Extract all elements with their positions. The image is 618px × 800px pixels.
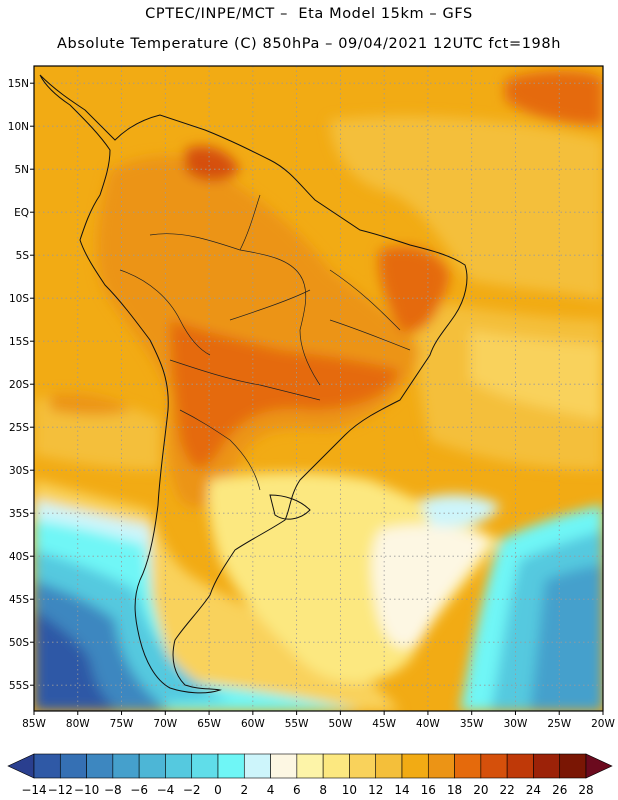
- lon-tick-label: 80W: [66, 718, 90, 730]
- colorbar-label: 12: [368, 783, 383, 797]
- colorbar-label: −8: [104, 783, 122, 797]
- map-subtitle: Absolute Temperature (C) 850hPa – 09/04/…: [57, 36, 561, 52]
- colorbar-label: 6: [293, 783, 301, 797]
- colorbar-swatch: [7, 753, 35, 779]
- lon-tick-label: 30W: [504, 718, 528, 730]
- lon-tick-label: 60W: [241, 718, 265, 730]
- colorbar-swatch: [480, 753, 508, 779]
- colorbar-label: 22: [500, 783, 515, 797]
- lat-tick-label: 45S: [9, 594, 29, 606]
- colorbar-label: 18: [447, 783, 462, 797]
- colorbar-label: −10: [74, 783, 99, 797]
- colorbar-swatch: [401, 753, 429, 779]
- colorbar-swatch: [217, 753, 245, 779]
- colorbar-label: 2: [240, 783, 248, 797]
- colorbar-label: 8: [319, 783, 327, 797]
- colorbar-label: 10: [342, 783, 357, 797]
- colorbar-swatch: [112, 753, 140, 779]
- colorbar-swatch: [427, 753, 455, 779]
- lon-tick-label: 45W: [372, 718, 396, 730]
- colorbar-label: 0: [214, 783, 222, 797]
- colorbar-label: 16: [421, 783, 436, 797]
- colorbar-swatch: [165, 753, 193, 779]
- colorbar-swatch: [296, 753, 324, 779]
- lat-tick-label: 10N: [8, 121, 29, 133]
- colorbar-label: 14: [394, 783, 409, 797]
- temperature-field: [34, 66, 603, 711]
- lat-tick-label: 50S: [9, 637, 29, 649]
- colorbar-label: −12: [48, 783, 73, 797]
- lat-tick-label: 5S: [16, 250, 30, 262]
- latitude-tick-labels: 15N 10N 5N EQ 5S 10S 15S 20S 25S 30S 35S 40S 45S 50S 5…: [8, 78, 34, 692]
- longitude-tick-labels: 85W 80W 75W 70W 65W 60W 55W 50W 45W 40W 35W 30W 25W 2…: [22, 711, 615, 730]
- colorbar-label: −14: [21, 783, 46, 797]
- colorbar-swatch: [506, 753, 534, 779]
- lat-tick-label: 35S: [9, 508, 29, 520]
- colorbar-swatch: [375, 753, 403, 779]
- colorbar-swatch: [243, 753, 271, 779]
- lat-tick-label: EQ: [14, 207, 29, 219]
- lon-tick-label: 20W: [591, 718, 615, 730]
- lat-tick-label: 30S: [9, 465, 29, 477]
- lon-tick-label: 35W: [460, 718, 484, 730]
- colorbar-label: 24: [526, 783, 541, 797]
- lon-tick-label: 50W: [329, 718, 353, 730]
- lat-tick-label: 20S: [9, 379, 29, 391]
- colorbar-label: −4: [157, 783, 175, 797]
- colorbar-label: 4: [267, 783, 275, 797]
- colorbar-swatch: [533, 753, 561, 779]
- colorbar-swatch: [585, 753, 613, 779]
- colorbar-swatch: [322, 753, 350, 779]
- colorbar-swatch: [349, 753, 377, 779]
- colorbar-label: 26: [552, 783, 567, 797]
- colorbar-swatch: [86, 753, 114, 779]
- lon-tick-label: 85W: [22, 718, 46, 730]
- colorbar-swatch: [59, 753, 87, 779]
- lat-tick-label: 55S: [9, 680, 29, 692]
- lat-tick-label: 5N: [14, 164, 29, 176]
- coastline: [39, 74, 468, 694]
- lat-tick-label: 40S: [9, 551, 29, 563]
- temperature-colorbar: [7, 753, 613, 779]
- colorbar-swatch: [191, 753, 219, 779]
- plot-frame: [33, 65, 604, 712]
- lat-tick-label: 25S: [9, 422, 29, 434]
- country-borders: [119, 194, 411, 491]
- colorbar-label: −2: [183, 783, 201, 797]
- colorbar-label: 20: [473, 783, 488, 797]
- lat-tick-label: 10S: [9, 293, 29, 305]
- lat-tick-label: 15N: [8, 78, 29, 90]
- colorbar-label: −6: [130, 783, 148, 797]
- lat-lon-gridlines: [33, 66, 604, 711]
- map-title: CPTEC/INPE/MCT – Eta Model 15km – GFS: [145, 6, 473, 22]
- lon-tick-label: 40W: [416, 718, 440, 730]
- colorbar-swatch: [270, 753, 298, 779]
- colorbar-swatch: [559, 753, 587, 779]
- colorbar-swatch: [138, 753, 166, 779]
- lon-tick-label: 75W: [110, 718, 134, 730]
- lon-tick-label: 25W: [547, 718, 571, 730]
- colorbar-swatch: [454, 753, 482, 779]
- colorbar-label: 28: [578, 783, 593, 797]
- colorbar-labels: −14 −12 −10 −8 −6 −4 −2 0 2 4 6 8 10 12 14 16 18 20 22 24 26…: [21, 783, 593, 797]
- lat-tick-label: 15S: [9, 336, 29, 348]
- lon-tick-label: 65W: [197, 718, 221, 730]
- lon-tick-label: 55W: [285, 718, 309, 730]
- colorbar-swatch: [33, 753, 61, 779]
- lon-tick-label: 70W: [153, 718, 177, 730]
